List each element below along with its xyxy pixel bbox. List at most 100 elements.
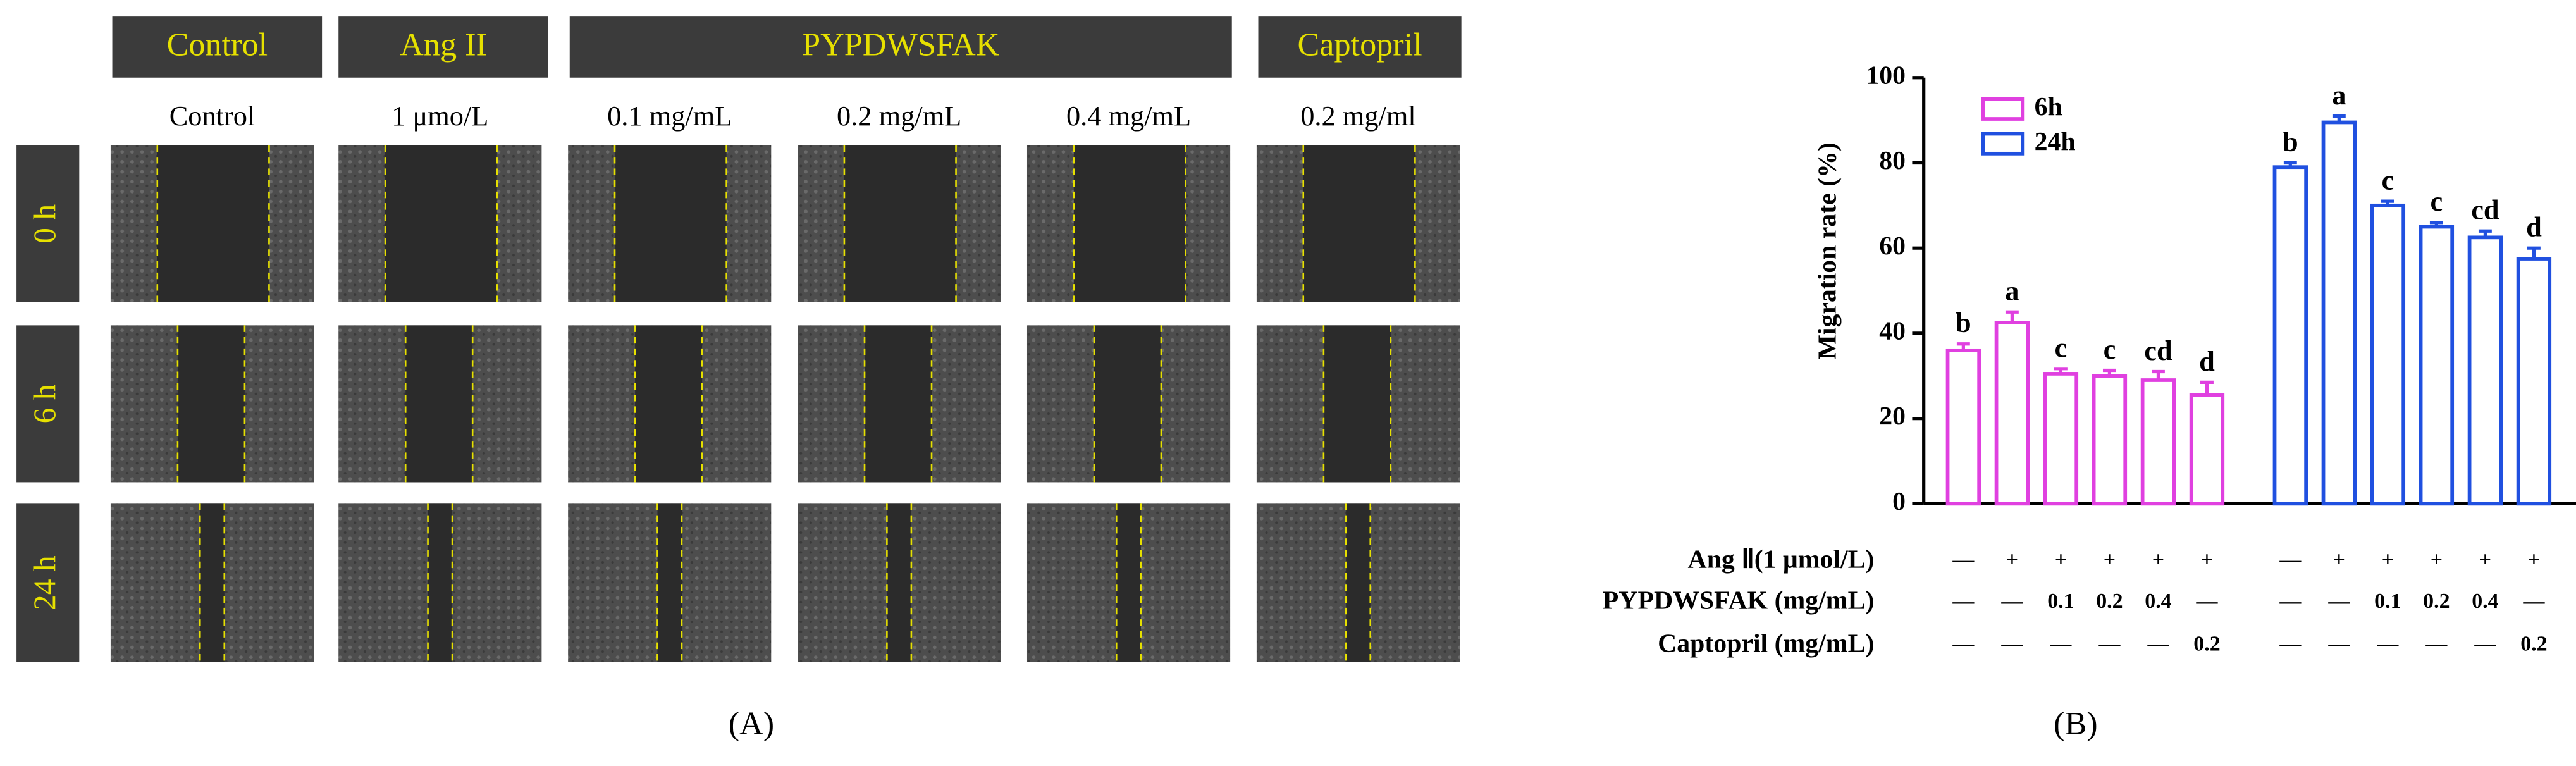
condition-cell: 0.1 bbox=[2047, 590, 2074, 613]
scratch-gap bbox=[1094, 325, 1161, 483]
bar bbox=[2467, 235, 2503, 506]
condition-label: Captopril (mg/mL) bbox=[1658, 629, 1874, 658]
condition-cell: — bbox=[2522, 590, 2545, 613]
condition-cell: — bbox=[2376, 633, 2399, 656]
row-label: 0 h bbox=[27, 204, 62, 244]
bar bbox=[2370, 203, 2406, 506]
condition-cell: + bbox=[2152, 548, 2164, 572]
condition-cell: 0.4 bbox=[2472, 590, 2498, 613]
y-axis-label: Migration rate (%) bbox=[1813, 142, 1842, 359]
error-bar bbox=[2054, 367, 2068, 374]
significance-letter: b bbox=[1956, 307, 1971, 338]
significance-letter: a bbox=[2005, 275, 2019, 307]
bar bbox=[2516, 257, 2552, 506]
condition-cell: — bbox=[1952, 633, 1975, 656]
bar bbox=[2189, 393, 2225, 506]
condition-cell: + bbox=[2528, 548, 2540, 572]
error-bar bbox=[2151, 369, 2165, 381]
scratch-gap bbox=[405, 325, 473, 483]
condition-cell: — bbox=[2098, 633, 2121, 656]
row-box bbox=[16, 145, 80, 302]
legend-swatch bbox=[1981, 97, 2025, 121]
bar bbox=[1994, 321, 2030, 506]
y-tick-label: 80 bbox=[1879, 146, 1906, 175]
scratch-gap bbox=[887, 503, 911, 663]
scratch-gap bbox=[615, 145, 727, 302]
significance-letter: c bbox=[2382, 164, 2394, 196]
panel-label: (A) bbox=[729, 705, 774, 742]
condition-cell: + bbox=[2333, 548, 2345, 572]
significance-letter: d bbox=[2526, 211, 2542, 243]
panel-label: (B) bbox=[2054, 705, 2098, 742]
condition-cell: 0.2 bbox=[2423, 590, 2450, 613]
condition-cell: 0.2 bbox=[2096, 590, 2123, 613]
bar bbox=[2092, 374, 2128, 506]
error-bar bbox=[1956, 342, 1970, 350]
condition-cell: 0.4 bbox=[2145, 590, 2171, 613]
scratch-gap bbox=[200, 503, 225, 663]
column-label: 1 μmo/L bbox=[391, 100, 488, 132]
y-tick-label: 0 bbox=[1892, 487, 1906, 516]
scratch-gap bbox=[385, 145, 497, 302]
scratch-gap bbox=[657, 503, 682, 663]
condition-cell: — bbox=[2000, 590, 2023, 613]
header-label: Ang II bbox=[400, 27, 487, 63]
bar bbox=[2043, 372, 2079, 506]
error-bar bbox=[2527, 246, 2541, 259]
condition-cell: — bbox=[2279, 633, 2302, 656]
scratch-gap bbox=[865, 325, 932, 483]
significance-letter: b bbox=[2283, 126, 2298, 158]
scratch-gap bbox=[428, 503, 453, 663]
error-bar bbox=[2283, 161, 2297, 168]
y-tick-label: 60 bbox=[1879, 232, 1906, 261]
bar bbox=[2321, 120, 2357, 506]
column-label: 0.1 mg/mL bbox=[607, 100, 732, 132]
significance-letter: c bbox=[2055, 331, 2068, 363]
condition-cell: — bbox=[1952, 590, 1975, 613]
bar bbox=[2140, 378, 2176, 506]
condition-cell: + bbox=[2479, 548, 2491, 572]
condition-cell: — bbox=[2327, 633, 2350, 656]
header-label: Captopril bbox=[1297, 27, 1422, 63]
condition-cell: — bbox=[2147, 633, 2169, 656]
condition-label: PYPDWSFAK (mg/mL) bbox=[1603, 586, 1875, 615]
condition-cell: + bbox=[2104, 548, 2116, 572]
condition-cell: — bbox=[2279, 548, 2302, 572]
condition-cell: + bbox=[2431, 548, 2443, 572]
scratch-gap bbox=[177, 325, 245, 483]
header-box bbox=[569, 16, 1232, 78]
header-box bbox=[1258, 16, 1462, 78]
significance-letter: d bbox=[2199, 345, 2215, 377]
y-tick-label: 20 bbox=[1879, 402, 1906, 431]
column-label: 0.2 mg/mL bbox=[837, 100, 961, 132]
column-label: 0.4 mg/mL bbox=[1066, 100, 1191, 132]
condition-cell: — bbox=[2327, 590, 2350, 613]
condition-cell: 0.1 bbox=[2374, 590, 2401, 613]
scratch-gap bbox=[157, 145, 269, 302]
y-tick-label: 40 bbox=[1879, 316, 1906, 345]
bar bbox=[2272, 165, 2308, 506]
error-bar bbox=[2200, 380, 2214, 395]
condition-cell: — bbox=[2195, 590, 2218, 613]
significance-letter: cd bbox=[2471, 194, 2499, 226]
condition-cell: — bbox=[1952, 548, 1975, 572]
significance-letter: c bbox=[2431, 185, 2443, 217]
column-label: 0.2 mg/ml bbox=[1300, 100, 1415, 132]
condition-cell: 0.2 bbox=[2193, 633, 2220, 656]
legend-label: 6h bbox=[2035, 92, 2062, 121]
condition-label: Ang Ⅱ(1 μmol/L) bbox=[1688, 545, 1875, 574]
condition-cell: — bbox=[2474, 633, 2496, 656]
error-bar bbox=[2102, 368, 2116, 376]
condition-cell: — bbox=[2049, 633, 2072, 656]
legend-label: 24h bbox=[2035, 127, 2076, 156]
condition-cell: — bbox=[2279, 590, 2302, 613]
condition-cell: — bbox=[2425, 633, 2448, 656]
scratch-gap bbox=[1323, 325, 1391, 483]
scratch-gap bbox=[1073, 145, 1186, 302]
header-label: PYPDWSFAK bbox=[802, 27, 1000, 63]
scratch-gap bbox=[1346, 503, 1371, 663]
error-bar bbox=[2478, 229, 2492, 238]
header-label: Control bbox=[167, 27, 268, 63]
condition-cell: + bbox=[2006, 548, 2018, 572]
